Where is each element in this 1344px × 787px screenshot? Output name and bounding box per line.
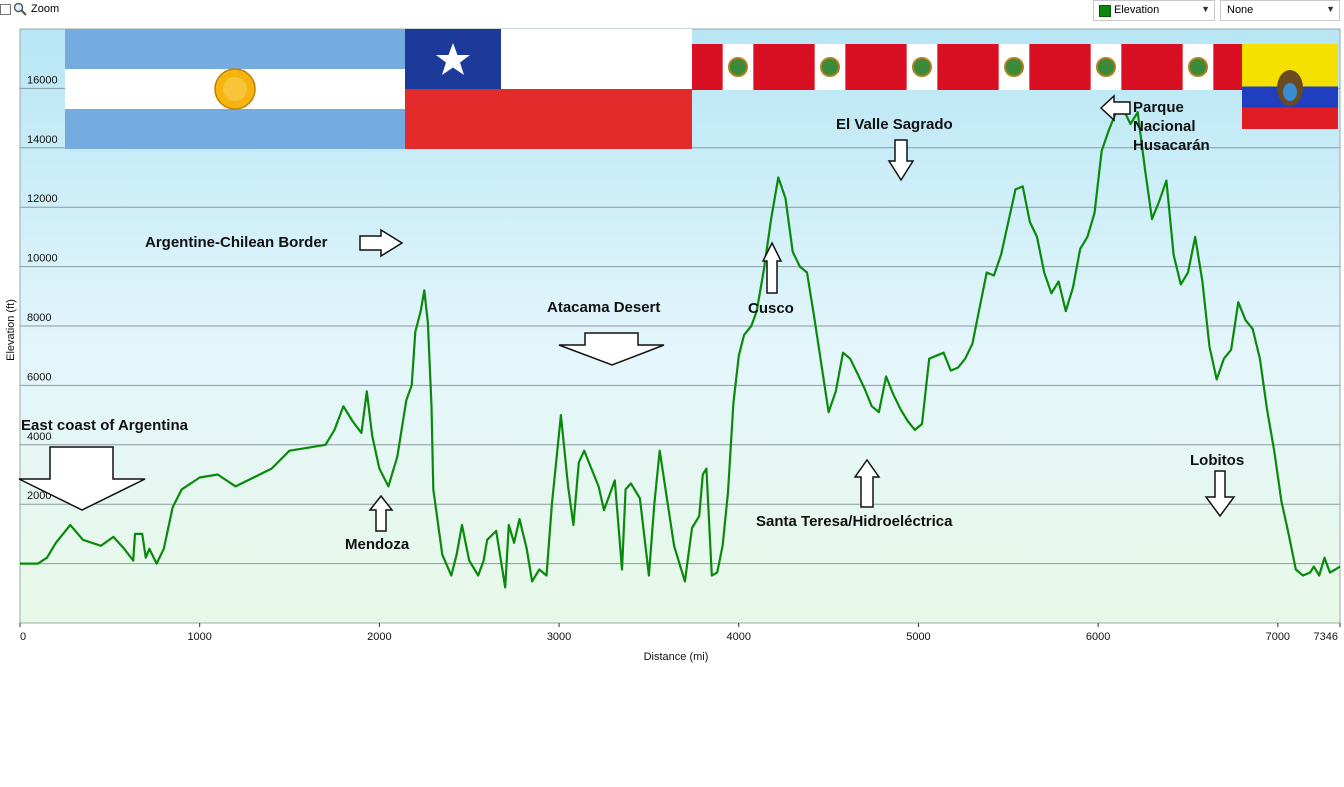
elevation-series-line <box>20 108 1341 589</box>
y-tick-label: 6000 <box>27 371 51 383</box>
peru-flag <box>784 44 876 90</box>
coat-of-arms-icon <box>1188 57 1208 77</box>
annotation-parque-line2: Nacional <box>1133 118 1196 135</box>
annotation-valle: El Valle Sagrado <box>836 116 953 133</box>
x-tick-label: 5000 <box>906 631 930 643</box>
series-select-value: Elevation <box>1114 4 1160 16</box>
coat-of-arms-icon <box>1096 57 1116 77</box>
left-arrow-parque <box>1099 94 1131 122</box>
y-tick-label: 16000 <box>27 74 58 86</box>
chile-flag <box>405 29 692 149</box>
x-tick-label: 0 <box>20 631 26 643</box>
peru-flag <box>1060 44 1152 90</box>
peru-flag <box>692 44 784 90</box>
x-axis-ticks: 0 1000 2000 3000 4000 5000 6000 7000 7346 <box>19 623 1341 643</box>
ecuador-flag <box>1242 44 1338 129</box>
annotation-cusco: Cusco <box>748 300 794 317</box>
y-tick-label: 2000 <box>27 490 51 502</box>
y-axis-ticks: 2000 4000 6000 8000 10000 12000 14000 16000 <box>27 74 58 502</box>
annotation-parque-line3: Husacarán <box>1133 137 1210 154</box>
peru-flag <box>1152 44 1244 90</box>
coat-of-arms-icon <box>912 57 932 77</box>
down-arrow-lobitos <box>1204 470 1236 518</box>
x-axis-label: Distance (mi) <box>644 651 709 663</box>
down-arrow-atacama <box>558 332 665 366</box>
right-arrow-border <box>359 228 404 258</box>
y-tick-label: 14000 <box>27 134 58 146</box>
annotation-santa-teresa: Santa Teresa/Hidroeléctrica <box>756 513 953 530</box>
annotation-border: Argentine-Chilean Border <box>145 234 328 251</box>
argentina-flag <box>65 29 405 149</box>
x-tick-label: 1000 <box>187 631 211 643</box>
series-color-swatch <box>1099 5 1111 17</box>
y-tick-label: 4000 <box>27 431 51 443</box>
zoom-label[interactable]: Zoom <box>31 3 60 15</box>
annotation-atacama: Atacama Desert <box>547 299 660 316</box>
coat-of-arms-icon <box>1004 57 1024 77</box>
annotation-east-coast: East coast of Argentina <box>21 417 189 434</box>
annotation-lobitos: Lobitos <box>1190 452 1244 469</box>
chevron-down-icon: ▼ <box>1326 4 1335 14</box>
peru-flags <box>692 44 1244 90</box>
y-axis-label: Elevation (ft) <box>5 299 17 361</box>
chart-toolbar: Zoom Elevation ▼ None ▼ <box>0 0 1344 21</box>
up-arrow-mendoza <box>368 494 394 532</box>
x-tick-label: 2000 <box>367 631 391 643</box>
chevron-down-icon: ▼ <box>1201 4 1210 14</box>
up-arrow-santa-teresa <box>853 458 881 508</box>
secondary-select-value: None <box>1227 4 1254 16</box>
star-icon <box>436 43 470 75</box>
secondary-series-select[interactable]: None ▼ <box>1220 0 1340 21</box>
coat-of-arms-icon <box>820 57 840 77</box>
x-tick-label: 7000 <box>1266 631 1290 643</box>
peru-flag <box>876 44 968 90</box>
annotation-parque-line1: Parque <box>1133 99 1184 116</box>
coat-of-arms-icon <box>728 57 748 77</box>
y-tick-label: 8000 <box>27 312 51 324</box>
x-tick-label: 3000 <box>547 631 571 643</box>
magnifier-icon <box>13 2 27 16</box>
annotation-mendoza: Mendoza <box>345 536 410 553</box>
x-tick-label: 4000 <box>727 631 751 643</box>
y-tick-label: 12000 <box>27 193 58 205</box>
zoom-checkbox[interactable] <box>0 4 11 15</box>
x-tick-label: 7346 <box>1314 631 1338 643</box>
series-select[interactable]: Elevation ▼ <box>1093 0 1215 21</box>
y-tick-label: 10000 <box>27 253 58 265</box>
down-arrow-valle <box>887 139 915 182</box>
down-arrow-east-coast <box>18 446 146 511</box>
up-arrow-cusco <box>761 241 783 294</box>
x-tick-label: 6000 <box>1086 631 1110 643</box>
peru-flag <box>968 44 1060 90</box>
